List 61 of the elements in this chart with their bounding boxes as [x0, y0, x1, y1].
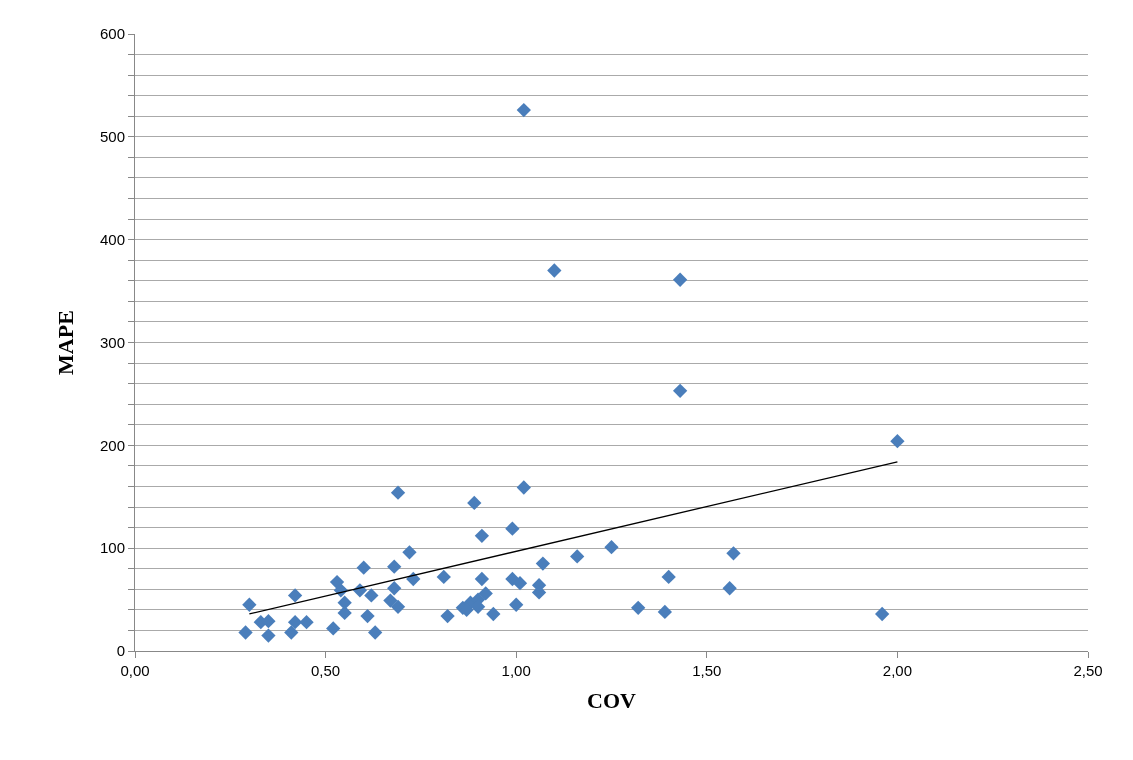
point: [356, 560, 371, 575]
point: [547, 263, 562, 278]
point: [467, 495, 482, 511]
point: [337, 595, 352, 610]
point: [326, 621, 341, 636]
point: [364, 588, 379, 603]
y-tick-label: 300: [99, 333, 125, 351]
point: [287, 615, 303, 630]
point: [486, 606, 501, 622]
point: [284, 625, 299, 640]
y-axis-title: MAPE: [52, 310, 78, 375]
y-tick-label: 0: [116, 642, 125, 660]
point: [287, 588, 303, 603]
point: [337, 605, 352, 621]
point: [299, 615, 314, 630]
point: [402, 545, 417, 560]
point: [516, 102, 531, 118]
point: [661, 569, 676, 585]
point: [387, 581, 402, 596]
x-tick-label: 1,50: [692, 662, 722, 679]
y-tick-label: 500: [99, 128, 125, 146]
point: [657, 604, 673, 620]
point: [329, 574, 345, 590]
point: [890, 434, 905, 449]
point: [535, 556, 551, 571]
point: [436, 569, 451, 585]
point: [512, 575, 528, 591]
point: [604, 539, 619, 555]
point: [875, 606, 890, 622]
x-tick-label: 0,50: [311, 662, 341, 679]
x-tick-label: 2,00: [882, 662, 912, 679]
point: [474, 528, 490, 543]
y-tick-label: 200: [99, 436, 125, 454]
y-tick-label: 600: [99, 25, 125, 43]
x-tick-label: 2,50: [1073, 662, 1103, 679]
point: [242, 597, 257, 612]
point: [440, 608, 455, 624]
point: [726, 546, 741, 561]
point: [478, 586, 493, 601]
point: [360, 608, 375, 624]
x-tick-label: 0,00: [120, 662, 150, 679]
point: [238, 625, 253, 640]
x-tick-label: 1,00: [501, 662, 531, 679]
y-tick-label: 400: [99, 230, 125, 248]
point: [387, 559, 402, 574]
point: [390, 599, 406, 614]
point: [722, 581, 737, 596]
point: [383, 593, 398, 608]
point: [570, 549, 585, 564]
point: [390, 485, 406, 500]
point: [474, 571, 490, 587]
point: [516, 480, 531, 495]
y-tick-label: 100: [99, 539, 125, 557]
point: [509, 597, 524, 612]
point: [672, 383, 688, 398]
point: [505, 521, 520, 536]
x-axis-title: COV: [587, 687, 637, 713]
point: [368, 625, 383, 640]
point: [631, 600, 646, 615]
point: [261, 628, 276, 643]
point: [672, 272, 688, 287]
